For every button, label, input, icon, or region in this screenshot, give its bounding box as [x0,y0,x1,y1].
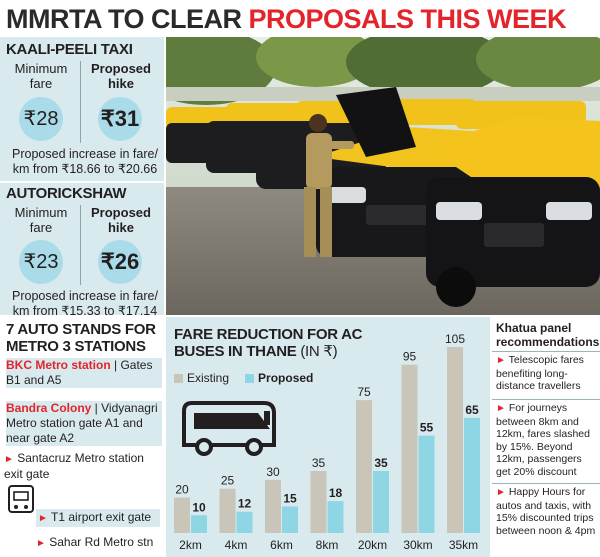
chart-title: FARE REDUCTION FOR AC BUSES IN THANE (IN… [174,326,374,360]
auto-divider [80,205,81,285]
data-label-proposed-4km: 12 [238,497,252,511]
bus-icon [182,401,276,456]
bar-existing-2km [174,497,190,533]
taxi-min-value: ₹28 [19,97,63,141]
bar-proposed-8km [327,501,344,533]
bar-existing-6km [265,479,281,533]
arrow-icon: ► [496,487,506,498]
bar-proposed-4km [236,511,253,533]
t1-label: T1 airport exit gate [51,510,152,524]
arrow-icon: ► [496,355,506,366]
auto-stands-panel: 7 AUTO STANDS FOR METRO 3 STATIONS BKC M… [0,317,164,557]
data-label-existing-6km: 30 [266,465,280,479]
panel-title: Khatua panel recommendations [496,321,600,349]
bandra-station-name: Bandra Colony [6,401,92,415]
headline: MMRTA TO CLEAR PROPOSALS THIS WEEK [6,2,596,36]
data-label-existing-30km: 95 [403,350,417,364]
bar-existing-35km [447,347,463,533]
panel-recommendations: Khatua panel recommendations ► Telescopi… [492,317,600,557]
auto-min-value: ₹23 [19,240,63,284]
t1-stand: ► T1 airport exit gate [36,509,160,527]
taxi-title: KAALI-PEELI TAXI [6,41,133,58]
arrow-icon: ► [496,403,506,414]
sahar-stand: ► Sahar Rd Metro stn [36,535,162,551]
data-label-existing-8km: 35 [312,456,326,470]
arrow-icon: ► [38,513,48,524]
rec-separator [492,399,600,400]
chart-legend: Existing Proposed [174,371,313,385]
chart-title-text: FARE REDUCTION FOR AC BUSES IN THANE [174,326,363,360]
bkc-gates: | Gates B1 and A5 [6,358,153,387]
fare-reduction-chart: FARE REDUCTION FOR AC BUSES IN THANE (IN… [166,317,490,557]
fare-panel: KAALI-PEELI TAXI Minimum fare Proposed h… [0,37,164,318]
bar-existing-20km [356,400,372,533]
x-tick-label-6km: 6km [270,538,293,552]
x-tick-label-4km: 4km [225,538,248,552]
recommendation-3: ► Happy Hours for autos and taxis, with … [496,486,598,537]
auto-title: AUTORICKSHAW [6,185,127,202]
data-label-existing-35km: 105 [445,332,465,346]
taxi-photo [166,37,600,315]
santacruz-label: Santacruz Metro station exit gate [4,451,144,481]
data-label-existing-20km: 75 [357,385,371,399]
taxi-photo-illustration [166,37,600,315]
bar-proposed-2km [191,515,207,533]
rec-separator [492,351,600,352]
taxi-proposed-label: Proposed hike [91,61,151,91]
data-label-proposed-20km: 35 [374,456,388,470]
bar-proposed-20km [373,471,389,533]
auto-min-label: Minimum fare [14,205,68,235]
bandra-gates: | Vidyanagri Metro station gate A1 and n… [6,401,158,445]
data-label-proposed-30km: 55 [420,421,434,435]
bar-proposed-6km [282,506,298,533]
santacruz-stand: ► Santacruz Metro station exit gate [4,451,160,481]
chart-unit: (IN ₹) [300,343,338,360]
bkc-station-name: BKC Metro station [6,358,111,372]
bandra-stand: Bandra Colony | Vidyanagri Metro station… [6,401,162,446]
headline-part-1: MMRTA TO CLEAR [6,4,249,34]
arrow-icon: ► [36,538,46,549]
taxi-min-label: Minimum fare [14,61,68,91]
x-tick-label-30km: 30km [403,538,432,552]
recommendation-2-text: For journeys between 8km and 12km, fares… [496,402,590,478]
x-tick-label-20km: 20km [358,538,387,552]
auto-stands-title: 7 AUTO STANDS FOR METRO 3 STATIONS [6,321,156,355]
recommendation-1-text: Telescopic fares benefiting long-distanc… [496,354,584,392]
bar-proposed-35km [464,417,480,533]
legend-label-proposed: Proposed [258,371,314,385]
legend-label-existing: Existing [187,371,230,385]
bar-existing-4km [219,488,236,533]
taxi-note: Proposed increase in fare/ km from ₹18.6… [12,147,158,176]
taxi-proposed-value: ₹31 [98,97,142,141]
legend-swatch-proposed [245,373,255,383]
sahar-label: Sahar Rd Metro stn [49,535,154,549]
x-tick-label-2km: 2km [179,538,202,552]
auto-proposed-value: ₹26 [98,240,142,284]
x-tick-label-8km: 8km [316,538,339,552]
bar-proposed-30km [418,435,435,533]
panel-separator [0,181,164,183]
data-label-proposed-35km: 65 [465,403,479,417]
recommendation-2: ► For journeys between 8km and 12km, far… [496,402,598,478]
data-label-existing-2km: 20 [175,483,189,497]
headline-part-2: PROPOSALS THIS WEEK [248,4,567,34]
data-label-proposed-8km: 18 [329,486,343,500]
bar-existing-8km [310,471,327,533]
data-label-existing-4km: 25 [221,474,235,488]
bkc-stand: BKC Metro station | Gates B1 and A5 [6,358,162,388]
arrow-icon: ► [4,454,14,465]
recommendation-1: ► Telescopic fares benefiting long-dista… [496,354,598,393]
x-tick-label-35km: 35km [449,538,478,552]
bar-existing-30km [401,364,418,533]
recommendation-3-text: Happy Hours for autos and taxis, with 15… [496,486,596,537]
taxi-divider [80,61,81,143]
data-label-proposed-6km: 15 [283,491,297,505]
auto-note: Proposed increase in fare/ km from ₹15.3… [12,289,158,318]
auto-rickshaw-icon [8,485,34,513]
legend-swatch-existing [174,373,183,383]
auto-proposed-label: Proposed hike [91,205,151,235]
rec-separator [492,483,600,484]
data-label-proposed-2km: 10 [192,500,206,514]
